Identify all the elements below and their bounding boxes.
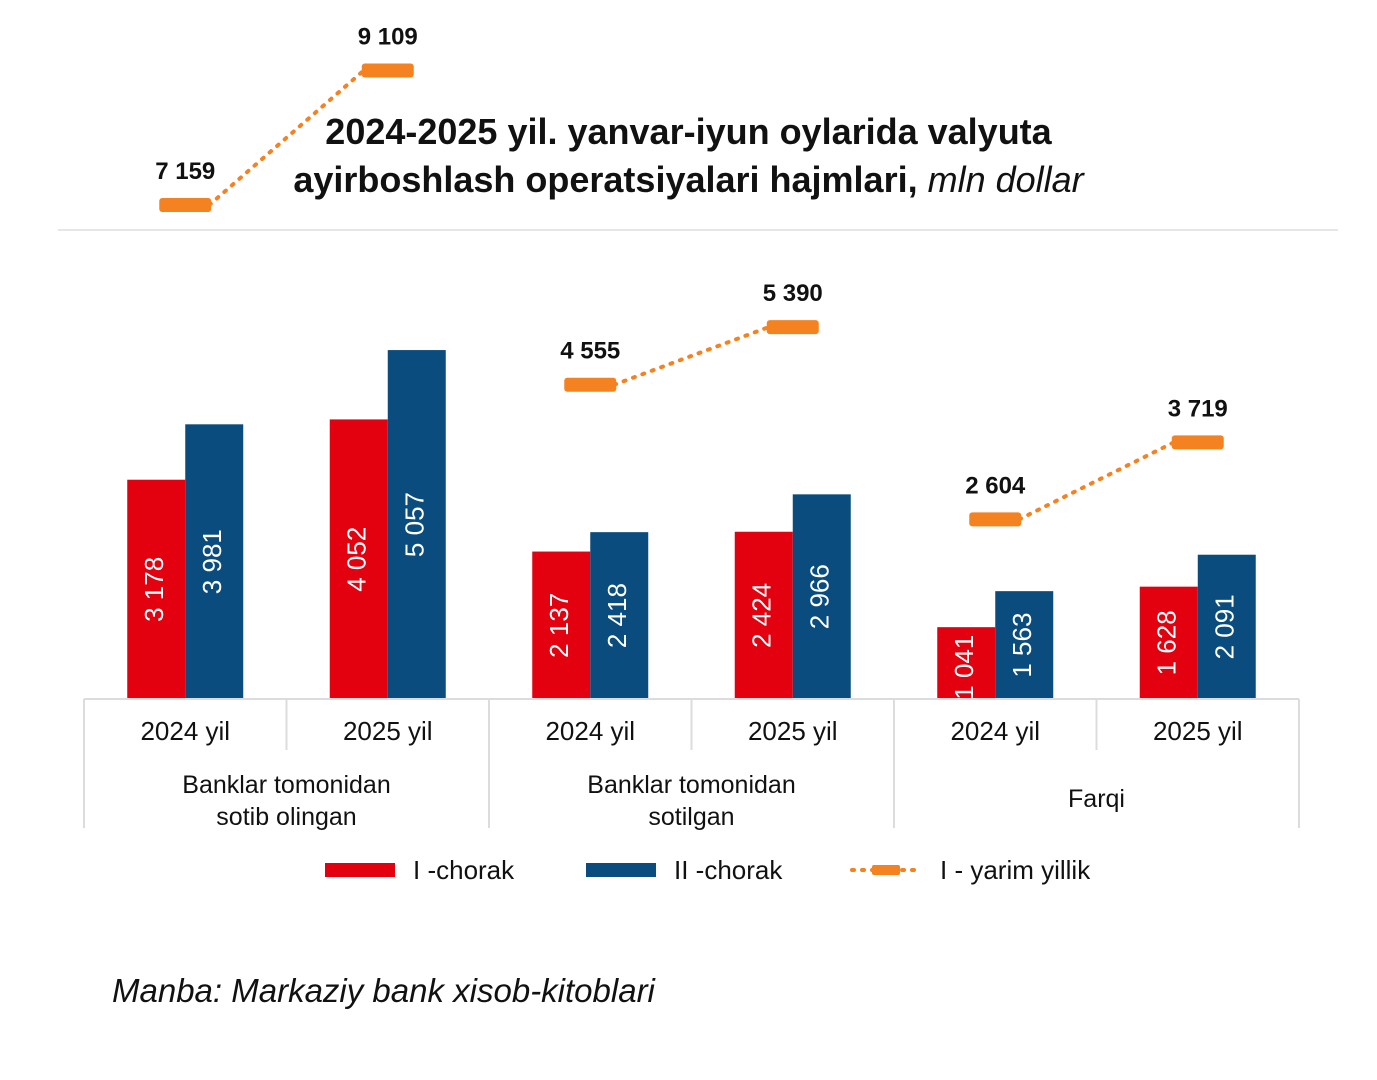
bar-q2-3 bbox=[792, 494, 851, 699]
legend-item-q2: II -chorak bbox=[586, 852, 782, 888]
legend-item-half: I - yarim yillik bbox=[850, 852, 1090, 888]
bar-q1-2 bbox=[532, 551, 591, 699]
half-marker-2 bbox=[564, 377, 617, 392]
group-label-1-line-0: Banklar tomonidan bbox=[587, 771, 795, 799]
bar-q2-1 bbox=[387, 350, 446, 699]
title-line-2-text: ayirboshlash operatsiyalari hajmlari, bbox=[293, 159, 918, 200]
bar-label-q1-5: 1 628 bbox=[1152, 610, 1182, 675]
bar-q1-3 bbox=[734, 531, 793, 699]
bar-label-q2-4: 1 563 bbox=[1007, 613, 1037, 678]
category-label-5: 2025 yil bbox=[1153, 716, 1243, 746]
title-line-1: 2024-2025 yil. yanvar-iyun oylarida valy… bbox=[325, 111, 1052, 152]
source-note: Manba: Markaziy bank xisob-kitoblari bbox=[112, 972, 655, 1009]
legend-label-q1: I -chorak bbox=[413, 854, 515, 885]
legend-label-half: I - yarim yillik bbox=[940, 854, 1091, 885]
bar-q2-5 bbox=[1197, 554, 1256, 699]
category-label-2: 2024 yil bbox=[545, 716, 635, 746]
category-label-0: 2024 yil bbox=[140, 716, 230, 746]
half-marker-3 bbox=[766, 320, 819, 335]
title-unit: mln dollar bbox=[927, 159, 1084, 200]
bar-q1-5 bbox=[1139, 586, 1198, 699]
bar-q1-1 bbox=[329, 419, 388, 699]
half-label-2: 4 555 bbox=[560, 338, 620, 365]
title-divider bbox=[58, 229, 1338, 231]
group-label-0-line-0: Banklar tomonidan bbox=[182, 771, 390, 799]
bar-label-q1-2: 2 137 bbox=[544, 593, 574, 658]
group-label-1-line-1: sotilgan bbox=[648, 803, 734, 831]
half-connector-1 bbox=[612, 325, 771, 387]
bar-q1-0 bbox=[127, 479, 186, 699]
half-label-4: 2 604 bbox=[965, 472, 1026, 499]
legend-swatch-q2 bbox=[586, 863, 656, 877]
group-label-0-line-1: sotib olingan bbox=[216, 803, 356, 831]
half-marker-4 bbox=[969, 512, 1022, 527]
half-connector-2 bbox=[1017, 440, 1176, 522]
title-line-2: ayirboshlash operatsiyalari hajmlari, ml… bbox=[0, 156, 1377, 204]
category-label-1: 2025 yil bbox=[343, 716, 433, 746]
bar-q2-0 bbox=[185, 424, 244, 699]
legend-swatch-half bbox=[850, 865, 922, 875]
bar-label-q1-4: 1 041 bbox=[949, 635, 979, 700]
bar-label-q2-0: 3 981 bbox=[197, 529, 227, 594]
half-label-3: 5 390 bbox=[763, 280, 823, 307]
half-marker-0 bbox=[159, 198, 212, 213]
bar-label-q2-1: 5 057 bbox=[400, 492, 430, 557]
bar-label-q2-2: 2 418 bbox=[602, 583, 632, 648]
category-label-3: 2025 yil bbox=[748, 716, 838, 746]
chart-title: 2024-2025 yil. yanvar-iyun oylarida valy… bbox=[0, 108, 1377, 204]
legend: I -chorak II -chorak I - yarim yillik bbox=[0, 852, 1377, 888]
bar-q2-4 bbox=[995, 591, 1054, 699]
half-label-1: 9 109 bbox=[358, 23, 418, 50]
bar-label-q2-3: 2 966 bbox=[805, 564, 835, 629]
bar-label-q1-3: 2 424 bbox=[747, 583, 777, 648]
bar-label-q2-5: 2 091 bbox=[1210, 594, 1240, 659]
half-label-0: 7 159 bbox=[155, 158, 215, 185]
legend-half-marker bbox=[872, 865, 900, 875]
legend-item-q1: I -chorak bbox=[325, 852, 514, 888]
category-label-4: 2024 yil bbox=[950, 716, 1040, 746]
half-marker-1 bbox=[361, 63, 414, 78]
legend-label-q2: II -chorak bbox=[674, 854, 783, 885]
bar-label-q1-0: 3 178 bbox=[139, 557, 169, 622]
half-connector-0 bbox=[207, 68, 366, 208]
bar-q1-4 bbox=[937, 627, 996, 699]
group-label-2-line-0: Farqi bbox=[1068, 785, 1125, 813]
legend-swatch-q1 bbox=[325, 863, 395, 877]
bar-q2-2 bbox=[590, 532, 649, 699]
half-label-5: 3 719 bbox=[1168, 395, 1228, 422]
half-marker-5 bbox=[1171, 435, 1224, 450]
bar-label-q1-1: 4 052 bbox=[342, 527, 372, 592]
